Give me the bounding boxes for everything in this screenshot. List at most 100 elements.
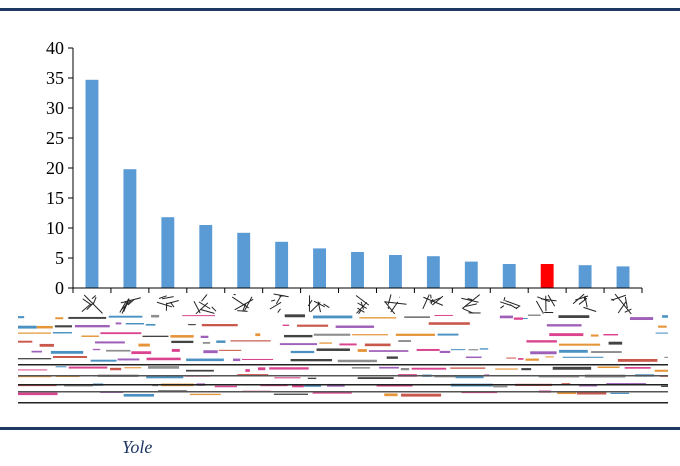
garbled-text-fragment xyxy=(545,356,554,358)
garbled-text-fragment xyxy=(610,392,630,394)
bar xyxy=(85,79,99,288)
garbled-label-stroke xyxy=(81,303,91,312)
garbled-label-stroke xyxy=(575,295,589,301)
garbled-text-fragment xyxy=(352,334,389,336)
garbled-label-stroke xyxy=(461,297,479,303)
garbled-text-fragment xyxy=(36,325,53,329)
garbled-label-stroke xyxy=(323,303,330,308)
garbled-text-fragment xyxy=(428,322,470,325)
garbled-text-fragment xyxy=(188,324,196,326)
garbled-text-fragment xyxy=(145,323,156,326)
bar xyxy=(464,261,478,288)
y-tick-label: 30 xyxy=(46,98,64,118)
garbled-text-fragment xyxy=(558,343,601,346)
bar xyxy=(388,255,402,288)
garbled-label-stroke xyxy=(611,298,615,301)
garbled-text-fragment xyxy=(404,316,430,318)
garbled-text-fragment xyxy=(18,392,58,396)
garbled-text-fragment xyxy=(290,358,333,362)
garbled-label-stroke xyxy=(310,302,321,313)
garbled-text-fragment xyxy=(216,340,226,343)
top-divider xyxy=(0,8,680,11)
garbled-text-fragment xyxy=(526,340,557,343)
garbled-text-fragment xyxy=(479,348,489,350)
garbled-text-fragment xyxy=(629,317,654,321)
y-tick-label: 0 xyxy=(55,278,64,298)
garbled-text-fragment xyxy=(465,356,482,359)
garbled-text-fragment xyxy=(654,369,668,372)
garbled-text-fragment xyxy=(18,332,52,334)
y-tick-label: 10 xyxy=(46,218,64,238)
garbled-text-fragment xyxy=(624,367,651,369)
garbled-text-fragment xyxy=(68,366,108,369)
garbled-text-fragment xyxy=(233,358,241,362)
source-label: Yole xyxy=(122,437,153,457)
bar xyxy=(275,241,289,288)
garbled-underline xyxy=(18,391,668,393)
garbled-text-fragment xyxy=(54,325,72,328)
garbled-underline xyxy=(18,384,668,386)
garbled-text-fragment xyxy=(148,366,180,369)
garbled-text-fragment xyxy=(493,385,508,388)
garbled-label-stroke xyxy=(119,300,127,313)
garbled-text-fragment xyxy=(313,315,353,319)
garbled-text-fragment xyxy=(170,335,194,338)
garbled-text-fragment xyxy=(513,317,523,320)
garbled-text-fragment xyxy=(450,367,486,369)
garbled-text-fragment xyxy=(18,340,33,343)
bar xyxy=(313,248,327,288)
garbled-label-stroke xyxy=(384,301,396,315)
garbled-text-fragment xyxy=(158,390,187,392)
garbled-label-stroke xyxy=(422,294,430,310)
garbled-text-fragment xyxy=(50,350,84,354)
garbled-text-fragment xyxy=(142,335,169,338)
garbled-label-stroke xyxy=(390,301,399,313)
garbled-text-fragment xyxy=(245,369,250,372)
garbled-text-fragment xyxy=(307,377,317,380)
garbled-text-fragment xyxy=(81,335,99,337)
garbled-category-labels xyxy=(18,293,668,404)
garbled-text-fragment xyxy=(106,349,131,352)
garbled-label-stroke xyxy=(200,308,215,314)
garbled-underline xyxy=(18,364,668,366)
garbled-text-fragment xyxy=(558,315,590,318)
garbled-label-stroke xyxy=(91,295,97,300)
garbled-label-stroke xyxy=(156,301,173,308)
garbled-text-fragment xyxy=(434,314,453,316)
garbled-label-stroke xyxy=(357,307,365,313)
garbled-text-fragment xyxy=(292,384,304,388)
garbled-text-fragment xyxy=(606,383,647,385)
garbled-text-fragment xyxy=(661,385,668,387)
garbled-text-fragment xyxy=(108,315,143,318)
garbled-label-stroke xyxy=(211,306,217,312)
bar xyxy=(502,264,516,288)
garbled-text-fragment xyxy=(52,332,72,334)
garbled-text-fragment xyxy=(74,324,110,328)
garbled-text-fragment xyxy=(201,324,238,327)
garbled-text-fragment xyxy=(55,366,67,368)
garbled-text-fragment xyxy=(662,315,668,318)
garbled-text-fragment xyxy=(484,374,490,376)
garbled-label-stroke xyxy=(356,301,368,314)
garbled-text-fragment xyxy=(495,368,518,370)
garbled-label-stroke xyxy=(269,301,282,310)
y-axis: 0 5 10 15 20 25 30 35 40 xyxy=(46,38,74,298)
garbled-text-fragment xyxy=(124,367,142,369)
garbled-label-stroke xyxy=(624,296,628,309)
garbled-text-fragment xyxy=(617,358,658,362)
garbled-text-fragment xyxy=(450,349,466,351)
garbled-text-fragment xyxy=(559,349,588,353)
garbled-label-stroke xyxy=(201,294,208,302)
garbled-label-stroke xyxy=(166,300,179,305)
garbled-label-stroke xyxy=(195,302,209,315)
garbled-text-fragment xyxy=(603,333,619,336)
garbled-label-stroke xyxy=(277,308,281,313)
garbled-text-fragment xyxy=(468,349,479,351)
garbled-text-fragment xyxy=(138,343,150,347)
garbled-text-fragment xyxy=(230,340,271,342)
garbled-text-fragment xyxy=(18,369,48,371)
garbled-underline xyxy=(18,375,668,377)
garbled-text-fragment xyxy=(455,375,484,379)
bar xyxy=(161,217,175,288)
garbled-label-stroke xyxy=(611,294,626,301)
